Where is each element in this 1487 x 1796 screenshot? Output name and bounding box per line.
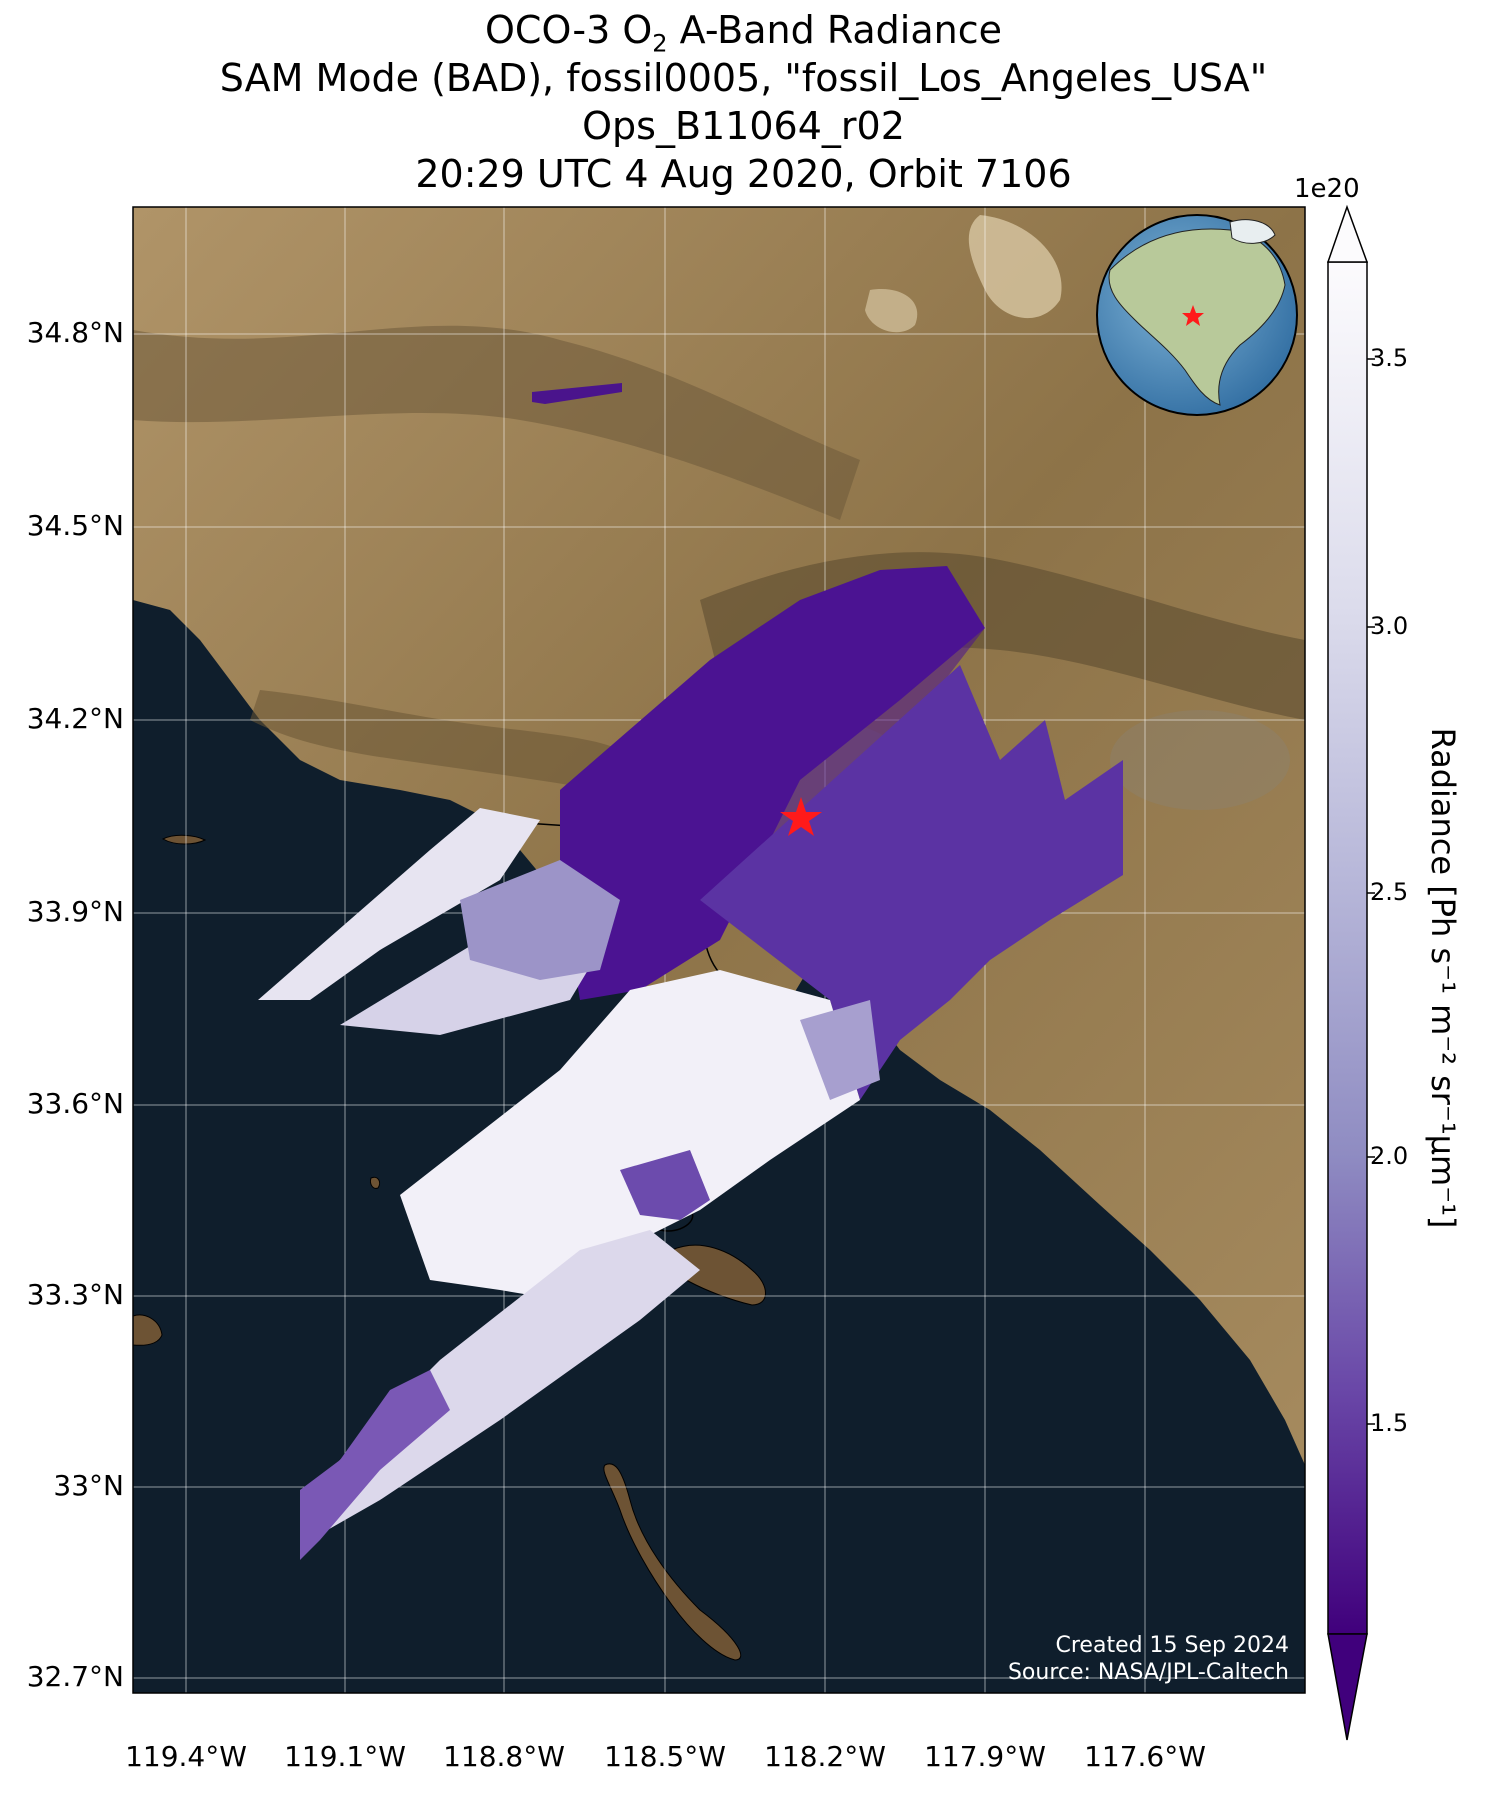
chart-title-line1: OCO-3 O2 A-Band Radiance xyxy=(0,8,1487,66)
colorbar xyxy=(1326,204,1375,1741)
lon-label: 117.6°W xyxy=(1084,1740,1206,1773)
title-line1-b: A-Band Radiance xyxy=(667,8,1002,52)
santa-barbara-island xyxy=(370,1176,381,1189)
chart-title-line4: 20:29 UTC 4 Aug 2020, Orbit 7106 xyxy=(415,152,1072,196)
lon-label: 119.1°W xyxy=(284,1740,406,1773)
lon-label: 118.2°W xyxy=(764,1740,886,1773)
lat-label: 34.8°N xyxy=(26,316,124,349)
colorbar-tick-label: 3.0 xyxy=(1370,612,1409,640)
credit-source: Source: NASA/JPL-Caltech xyxy=(1007,1660,1289,1685)
lat-label: 33.9°N xyxy=(26,895,124,928)
basemap xyxy=(133,207,1305,1693)
radiance-swaths xyxy=(258,383,1123,1560)
swath-offshore-west-1 xyxy=(258,808,540,1000)
mountain-range-north xyxy=(133,325,860,520)
urban-area-riverside xyxy=(1110,710,1290,810)
lon-label: 118.5°W xyxy=(604,1740,726,1773)
swath-inland-east xyxy=(700,665,1123,1100)
colorbar-extend-top xyxy=(1326,204,1369,263)
lat-label: 33.6°N xyxy=(26,1087,124,1120)
globe-locator xyxy=(1096,214,1298,416)
swath-small-north xyxy=(532,383,622,404)
swath-offshore-west-mid xyxy=(460,860,620,980)
swath-offshore-south-patch xyxy=(620,1150,710,1220)
lon-label: 119.4°W xyxy=(125,1740,247,1773)
globe-target-star xyxy=(1182,305,1204,326)
colorbar-tick-label: 2.5 xyxy=(1370,878,1409,906)
swath-offshore-south xyxy=(400,970,860,1300)
map-frame xyxy=(132,206,1306,1694)
mountain-range-santa-monica xyxy=(250,690,620,790)
lat-label: 32.7°N xyxy=(26,1660,124,1693)
lon-label: 118.8°W xyxy=(443,1740,565,1773)
desert-lake-bed xyxy=(968,215,1062,319)
santa-cruz-island-edge xyxy=(133,1314,163,1346)
chart-title-line2: SAM Mode (BAD), fossil0005, "fossil_Los_… xyxy=(219,56,1268,100)
san-clemente-island xyxy=(603,1463,742,1661)
desert-lake-bed-2 xyxy=(865,289,918,333)
lat-label: 33.3°N xyxy=(26,1278,124,1311)
swath-offshore-far-south-patch xyxy=(300,1370,450,1560)
lat-label: 34.5°N xyxy=(26,509,124,542)
colorbar-extend-bottom xyxy=(1327,1633,1368,1741)
chart-title-line3: Ops_B11064_r02 xyxy=(582,104,905,148)
globe-greenland xyxy=(1229,219,1276,244)
lat-label: 33°N xyxy=(53,1469,124,1502)
colorbar-exponent: 1e20 xyxy=(1294,174,1360,204)
lat-label: 34.2°N xyxy=(26,702,124,735)
title-line1-a: OCO-3 O xyxy=(485,8,653,52)
target-star-marker xyxy=(780,797,822,836)
colorbar-label: Radiance [Ph s⁻¹ m⁻² sr⁻¹μm⁻¹] xyxy=(1424,727,1462,1229)
swath-offshore-far-south xyxy=(300,1230,700,1540)
swath-inland-north-fill xyxy=(560,566,985,1000)
colorbar-tick-label: 3.5 xyxy=(1370,344,1409,372)
title-line1-sub: 2 xyxy=(652,29,668,58)
anacapa-island xyxy=(161,834,207,845)
credit-created: Created 15 Sep 2024 xyxy=(1055,1633,1290,1658)
colorbar-tick-label: 1.5 xyxy=(1370,1409,1409,1437)
swath-offshore-south-patch-2 xyxy=(800,1000,880,1100)
lon-label: 117.9°W xyxy=(924,1740,1046,1773)
colorbar-tick-label: 2.0 xyxy=(1370,1142,1409,1170)
